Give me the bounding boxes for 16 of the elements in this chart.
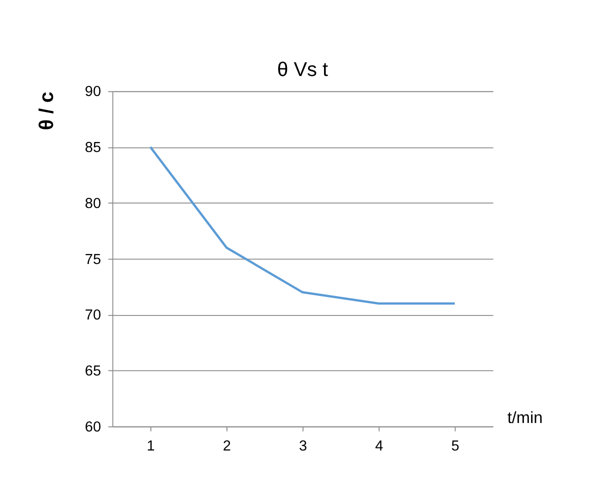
- chart-title: θ Vs t: [277, 58, 329, 81]
- line-series: [149, 146, 456, 305]
- y-tick-label: 65: [84, 363, 102, 380]
- y-tick-label: 75: [84, 252, 102, 268]
- y-tick-label: 80: [84, 196, 102, 212]
- x-tick-label: 2: [222, 438, 231, 454]
- y-tick-label: 60: [84, 419, 102, 436]
- y-tick-label: 90: [84, 84, 102, 100]
- y-axis-title: θ / c: [36, 92, 58, 130]
- y-tick-label: 85: [84, 140, 102, 156]
- y-tick-label: 70: [84, 308, 102, 324]
- x-axis-title: t/min: [507, 409, 543, 428]
- x-tick-label: 1: [146, 438, 155, 454]
- x-tick-label: 3: [299, 438, 308, 454]
- x-tick-label: 5: [451, 438, 460, 454]
- x-tick-label: 4: [375, 438, 384, 454]
